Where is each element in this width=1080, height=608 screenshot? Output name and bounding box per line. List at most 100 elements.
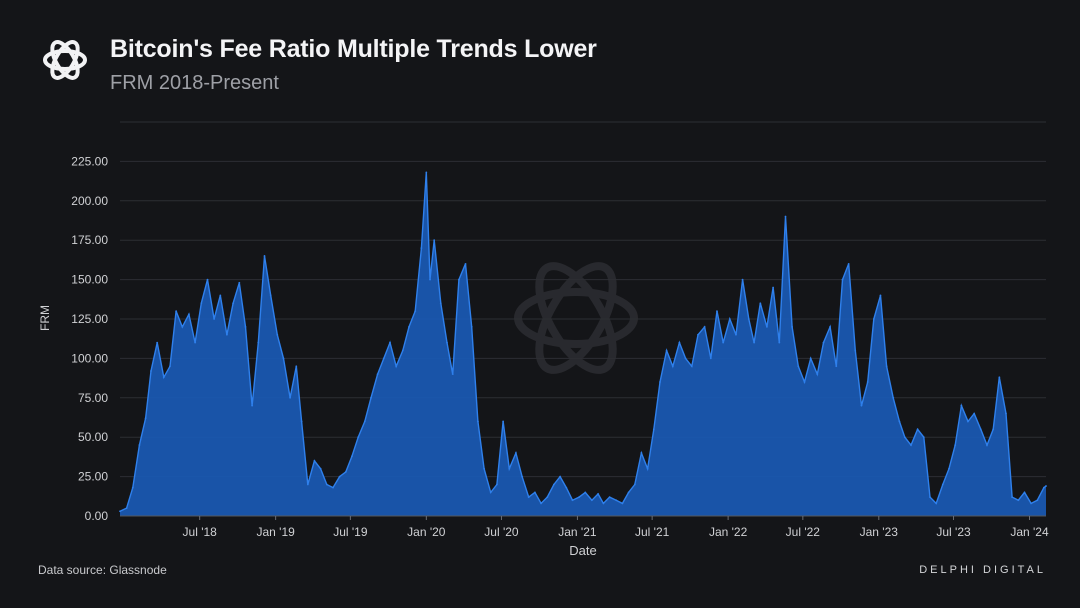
data-point [464, 262, 467, 265]
data-point [998, 376, 1001, 379]
data-point [1005, 412, 1007, 415]
data-point [1045, 485, 1047, 487]
data-point [979, 428, 982, 431]
data-point [325, 483, 328, 486]
data-point [425, 171, 428, 174]
data-point [125, 507, 128, 510]
data-point [429, 278, 431, 281]
y-tick-label: 225.00 [71, 154, 108, 168]
data-point [313, 459, 316, 462]
data-point [948, 467, 950, 470]
data-point [941, 483, 944, 486]
x-tick-label: Jan '19 [256, 525, 295, 539]
data-point [916, 428, 919, 431]
x-tick-label: Jul '22 [786, 525, 821, 539]
data-point [408, 325, 410, 328]
data-point [363, 420, 366, 423]
data-point [477, 420, 479, 423]
data-point [615, 499, 618, 502]
data-point [534, 491, 536, 494]
data-point [219, 294, 222, 297]
data-point [627, 491, 630, 494]
data-point [597, 493, 599, 495]
data-point [257, 341, 260, 344]
data-point [633, 483, 636, 486]
data-point [200, 302, 203, 305]
data-point [496, 483, 498, 486]
data-point [690, 365, 693, 368]
data-point [300, 420, 303, 423]
data-point [546, 496, 549, 498]
brand-wordmark: DELPHI DIGITAL [919, 564, 1046, 576]
data-point [295, 365, 298, 368]
y-tick-label: 0.00 [85, 509, 109, 523]
data-point [489, 491, 492, 494]
data-point [797, 365, 800, 368]
data-point [841, 278, 844, 281]
y-axis: 0.00 25.00 50.00 75.00 100.00 125.00 150.00 175… [71, 154, 108, 523]
data-point [439, 302, 442, 305]
data-point [138, 444, 141, 446]
data-point [922, 436, 925, 439]
data-point [652, 428, 655, 431]
chart-header: Bitcoin's Fee Ratio Multiple Trends Lowe… [36, 30, 597, 95]
data-point [1036, 499, 1039, 502]
data-point [565, 486, 568, 489]
data-point [602, 502, 605, 505]
data-point [319, 467, 322, 470]
delphi-knot-icon [43, 40, 87, 80]
data-point [665, 349, 668, 352]
data-point [935, 502, 938, 505]
data-point [156, 341, 159, 344]
data-point [269, 294, 272, 297]
data-point [119, 510, 121, 513]
data-point [521, 475, 524, 478]
y-tick-label: 50.00 [78, 430, 108, 444]
series-area [120, 172, 1046, 516]
data-point [1011, 496, 1014, 498]
data-point [741, 278, 744, 281]
data-point [1043, 486, 1045, 489]
data-point [508, 467, 511, 470]
data-point [722, 341, 725, 344]
data-point [332, 486, 334, 489]
data-point [389, 341, 391, 344]
data-point [1017, 499, 1020, 502]
data-point [671, 365, 674, 368]
data-point [376, 373, 379, 376]
y-tick-label: 175.00 [71, 233, 108, 247]
data-point [282, 357, 285, 360]
data-point [759, 302, 762, 305]
data-point [433, 239, 436, 242]
y-tick-label: 75.00 [78, 391, 108, 405]
data-point [162, 376, 165, 379]
series-line [119, 172, 1047, 512]
data-point [747, 318, 750, 320]
data-point [244, 325, 247, 328]
data-point [753, 341, 756, 344]
data-point [829, 325, 831, 328]
data-point [238, 281, 241, 284]
data-point [206, 278, 209, 281]
data-point [502, 420, 505, 423]
y-axis-label: FRM [38, 305, 52, 331]
data-point [960, 404, 963, 407]
data-point [778, 341, 781, 344]
data-point [879, 294, 882, 297]
data-point [527, 496, 530, 498]
data-point [382, 357, 385, 360]
data-point [338, 475, 341, 478]
data-point [986, 444, 988, 446]
data-point [289, 396, 291, 399]
data-point [910, 444, 912, 446]
data-point [866, 381, 869, 383]
data-point [458, 278, 460, 281]
data-point [590, 499, 593, 502]
data-point [772, 286, 775, 289]
y-tick-label: 125.00 [71, 312, 108, 326]
data-point [646, 467, 649, 470]
data-point [351, 455, 353, 458]
data-point [578, 496, 580, 498]
data-point [181, 325, 184, 328]
